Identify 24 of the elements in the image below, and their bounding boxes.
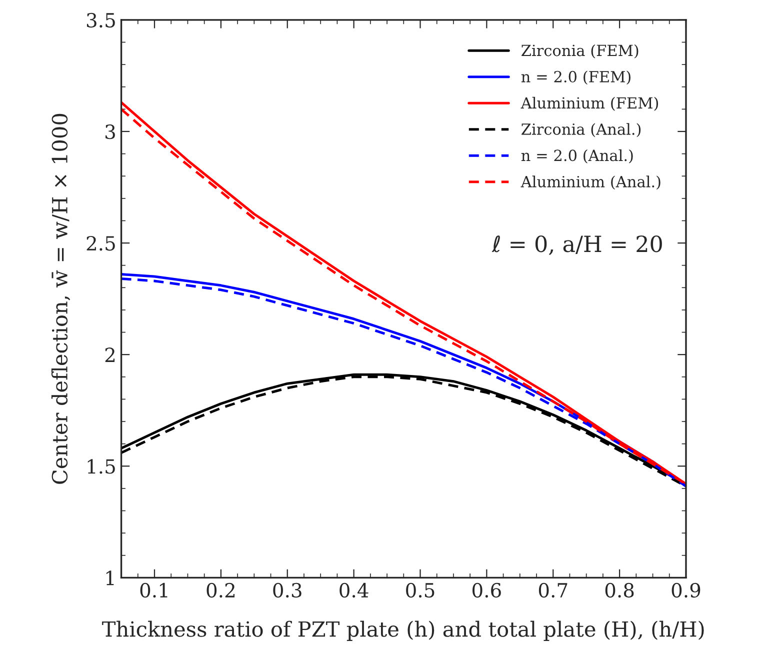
legend-label: Aluminium (Anal.) bbox=[520, 176, 660, 190]
x-axis-title: Thickness ratio of PZT plate (h) and total plate (H), (h/H) bbox=[102, 620, 704, 641]
legend-label: Aluminium (FEM) bbox=[520, 96, 658, 111]
y-tick-label: 2.5 bbox=[86, 236, 115, 251]
annotation: ℓ = 0, a/H = 20 bbox=[492, 235, 662, 255]
legend-label: Zirconia (FEM) bbox=[522, 44, 638, 58]
x-tick-label: 0.7 bbox=[538, 582, 568, 598]
legend-label: Zirconia (Anal.) bbox=[522, 123, 641, 138]
x-tick-label: 0.2 bbox=[206, 582, 234, 598]
x-tick-label: 0.4 bbox=[340, 582, 368, 598]
y-tick-label: 3.5 bbox=[86, 12, 115, 28]
x-tick-label: 0.1 bbox=[140, 582, 168, 598]
x-tick-label: 0.3 bbox=[273, 582, 302, 598]
y-tick-label: 3 bbox=[106, 124, 115, 140]
y-tick-label: 1 bbox=[106, 570, 114, 586]
y-tick-label: 1.5 bbox=[88, 459, 115, 474]
x-tick-label: 0.5 bbox=[406, 582, 434, 598]
x-tick-label: 0.9 bbox=[672, 582, 700, 598]
y-tick-label: 2 bbox=[105, 348, 115, 362]
y-axis-title: Center deflection, w̄ = w/H × 1000 bbox=[51, 114, 70, 484]
x-tick-label: 0.6 bbox=[472, 582, 501, 598]
legend-label: n = 2.0 (FEM) bbox=[521, 70, 630, 85]
legend-label: n = 2.0 (Anal.) bbox=[521, 149, 633, 164]
x-tick-label: 0.8 bbox=[605, 582, 634, 598]
